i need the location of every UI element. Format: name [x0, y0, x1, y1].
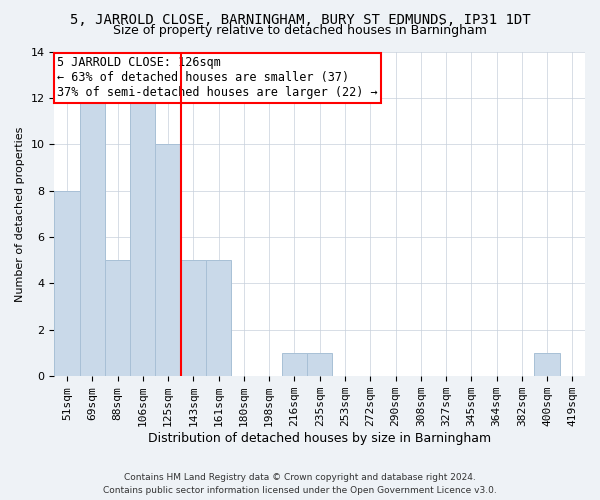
Text: 5 JARROLD CLOSE: 126sqm
← 63% of detached houses are smaller (37)
37% of semi-de: 5 JARROLD CLOSE: 126sqm ← 63% of detache… [57, 56, 377, 100]
Bar [206, 260, 231, 376]
Bar [282, 353, 307, 376]
Bar [130, 98, 155, 376]
Y-axis label: Number of detached properties: Number of detached properties [15, 126, 25, 302]
Bar [105, 260, 130, 376]
Text: Size of property relative to detached houses in Barningham: Size of property relative to detached ho… [113, 24, 487, 37]
Bar [155, 144, 181, 376]
Bar [80, 98, 105, 376]
Bar [307, 353, 332, 376]
Bar [55, 190, 80, 376]
X-axis label: Distribution of detached houses by size in Barningham: Distribution of detached houses by size … [148, 432, 491, 445]
Text: Contains HM Land Registry data © Crown copyright and database right 2024.
Contai: Contains HM Land Registry data © Crown c… [103, 474, 497, 495]
Bar [535, 353, 560, 376]
Bar [181, 260, 206, 376]
Text: 5, JARROLD CLOSE, BARNINGHAM, BURY ST EDMUNDS, IP31 1DT: 5, JARROLD CLOSE, BARNINGHAM, BURY ST ED… [70, 12, 530, 26]
